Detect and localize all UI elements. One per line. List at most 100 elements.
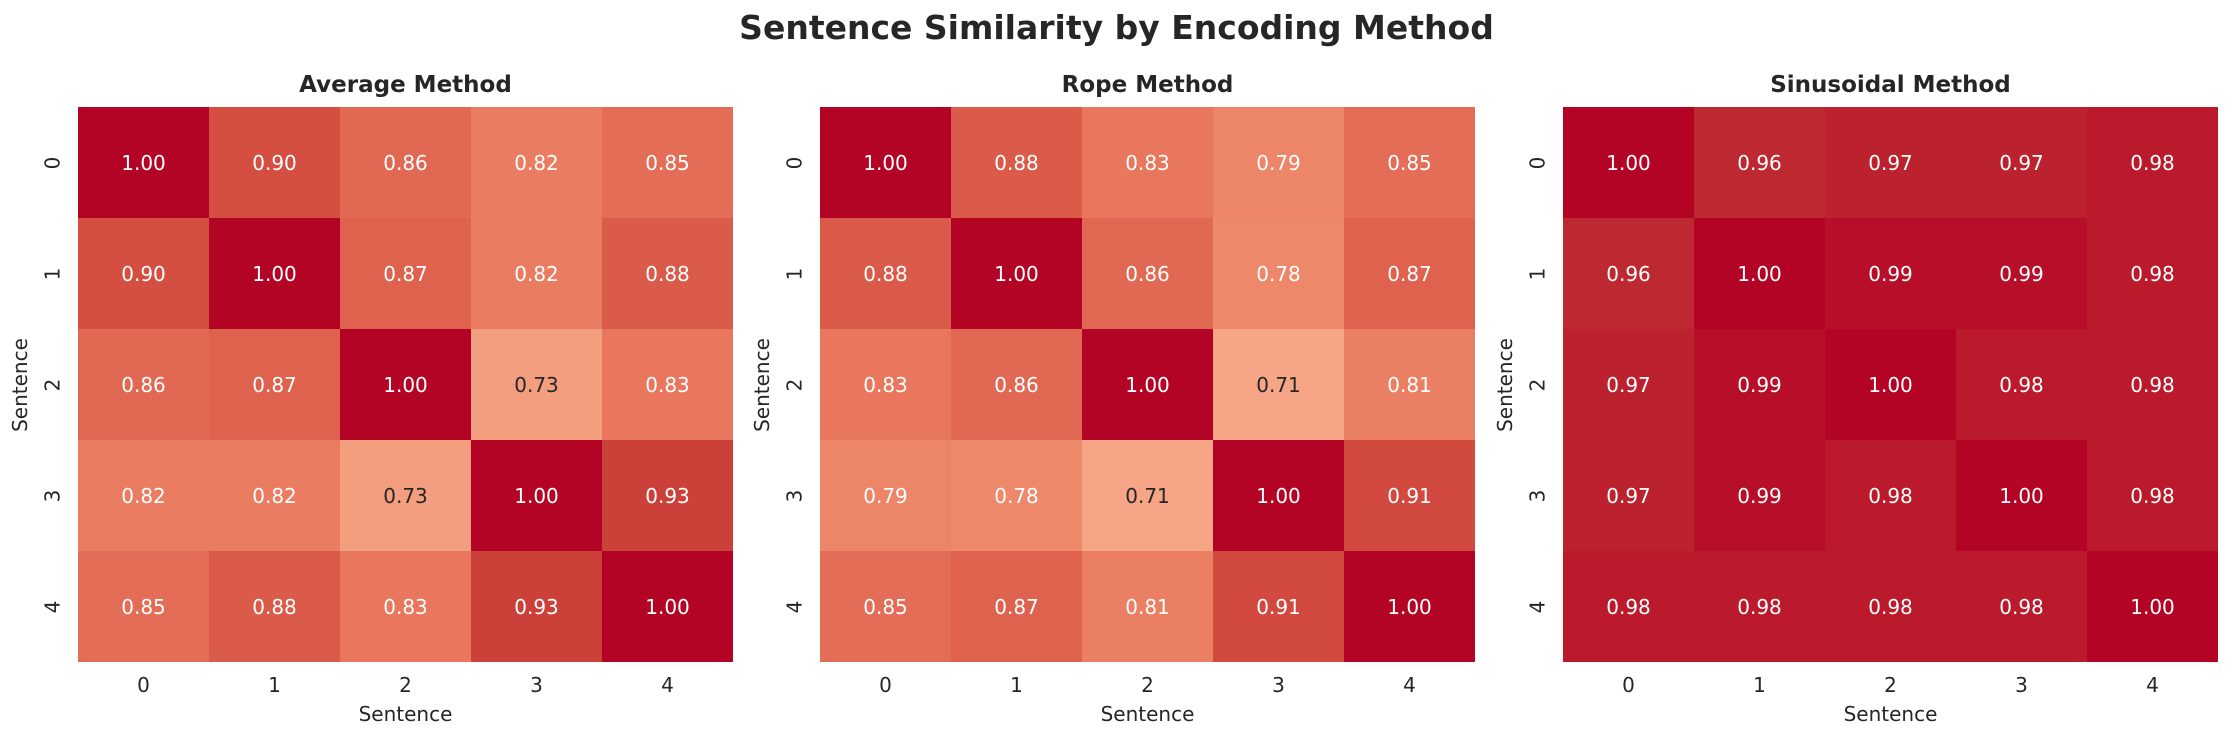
y-tick-label: 4	[1525, 551, 1549, 662]
y-tick-label: 4	[781, 551, 806, 662]
subplot-title: Average Method	[299, 72, 512, 98]
heatmap-cell: 1.00	[2087, 551, 2218, 662]
heatmap-grid: 1.00 0.88 0.83 0.79 0.85 0.88 1.00 0.86 0.78 0.87…	[820, 107, 1475, 662]
heatmap-cell: 0.88	[209, 551, 340, 662]
y-tick-text: 3	[781, 489, 806, 502]
y-tick-label: 3	[39, 440, 64, 551]
heatmap-cell: 0.98	[2087, 218, 2218, 329]
heatmap-cell: 0.99	[1956, 218, 2087, 329]
y-tick-label: 1	[781, 218, 806, 329]
heatmap-cell: 1.00	[1082, 329, 1213, 440]
y-tick-text: 0	[39, 156, 64, 169]
heatmap-cell: 0.82	[78, 440, 209, 551]
y-axis-label-text: Sentence	[1493, 337, 1517, 432]
x-tick-label: 3	[1272, 673, 1285, 697]
subplot-title: Rope Method	[1061, 72, 1234, 98]
heatmap-cell: 0.87	[340, 218, 471, 329]
y-tick-text: 2	[781, 378, 806, 391]
heatmap-cell: 1.00	[471, 440, 602, 551]
heatmap-grid: 1.00 0.90 0.86 0.82 0.85 0.90 1.00 0.87 0.82 0.88…	[78, 107, 733, 662]
heatmap-cell: 0.71	[1213, 329, 1344, 440]
y-tick-text: 0	[781, 156, 806, 169]
x-axis-label: Sentence	[358, 702, 453, 726]
heatmap-panel: Sinusoidal Method 1.00 0.96 0.97 0.97 0.98 0.9…	[1493, 0, 2218, 740]
heatmap-cell: 0.88	[602, 218, 733, 329]
heatmap-cell: 0.96	[1563, 218, 1694, 329]
y-tick-text: 1	[781, 267, 806, 280]
heatmap-cell: 0.86	[951, 329, 1082, 440]
x-tick-label: 1	[1753, 673, 1766, 697]
heatmap-cell: 0.90	[78, 218, 209, 329]
y-tick-text: 1	[39, 267, 64, 280]
heatmap-cell: 0.98	[2087, 329, 2218, 440]
heatmap-cell: 0.73	[340, 440, 471, 551]
heatmap-cell: 1.00	[1213, 440, 1344, 551]
x-tick-label: 2	[399, 673, 412, 697]
y-tick-text: 1	[1524, 267, 1549, 280]
heatmap-cell: 0.78	[1213, 218, 1344, 329]
y-tick-text: 2	[1524, 378, 1549, 391]
y-tick-text: 3	[1524, 489, 1549, 502]
y-tick-label: 2	[1524, 329, 1549, 440]
heatmap-cell: 0.86	[78, 329, 209, 440]
heatmap-cell: 0.86	[1082, 218, 1213, 329]
heatmap-cell: 1.00	[78, 107, 209, 218]
heatmap-cell: 1.00	[1825, 329, 1956, 440]
heatmap-cell: 0.85	[1344, 107, 1475, 218]
heatmap-cell: 1.00	[1563, 107, 1694, 218]
heatmap-cell: 0.93	[602, 440, 733, 551]
heatmap-cell: 0.79	[1213, 107, 1344, 218]
y-tick-label: 3	[781, 440, 806, 551]
heatmap-cell: 0.99	[1694, 440, 1825, 551]
heatmap-cell: 0.97	[1563, 329, 1694, 440]
heatmap-panel: Average Method 1.00 0.90 0.86 0.82 0.85 0.90 1.…	[8, 0, 733, 740]
x-tick-label: 4	[2146, 673, 2159, 697]
heatmap-cell: 0.93	[471, 551, 602, 662]
y-tick-text: 2	[39, 378, 64, 391]
y-tick-label: 0	[39, 107, 64, 218]
heatmap-cell: 0.97	[1825, 107, 1956, 218]
heatmap-cell: 1.00	[951, 218, 1082, 329]
heatmap-cell: 0.99	[1825, 218, 1956, 329]
heatmap-cell: 0.96	[1694, 107, 1825, 218]
heatmap-cell: 0.98	[1694, 551, 1825, 662]
y-axis-label-text: Sentence	[8, 337, 32, 432]
y-tick-text: 3	[39, 489, 64, 502]
heatmap-cell: 0.78	[951, 440, 1082, 551]
y-tick-label: 1	[39, 218, 64, 329]
heatmap-cell: 0.98	[1956, 329, 2087, 440]
x-tick-label: 0	[1622, 673, 1635, 697]
heatmap-cell: 0.83	[1082, 107, 1213, 218]
heatmap-panel: Rope Method 1.00 0.88 0.83 0.79 0.85 0.88 1.00 0…	[750, 0, 1475, 740]
heatmap-cell: 0.97	[1956, 107, 2087, 218]
y-tick-text: 4	[781, 600, 806, 613]
heatmap-cell: 0.83	[340, 551, 471, 662]
y-axis-label: Sentence	[0, 107, 40, 662]
heatmap-cell: 1.00	[602, 551, 733, 662]
heatmap-cell: 1.00	[209, 218, 340, 329]
heatmap-cell: 0.81	[1344, 329, 1475, 440]
heatmap-cell: 0.98	[2087, 107, 2218, 218]
heatmap-cell: 0.85	[602, 107, 733, 218]
y-axis-label: Sentence	[742, 107, 782, 662]
y-tick-label: 2	[781, 329, 806, 440]
heatmap-cell: 0.81	[1082, 551, 1213, 662]
heatmap-cell: 0.91	[1213, 551, 1344, 662]
x-tick-label: 2	[1884, 673, 1897, 697]
heatmap-cell: 0.71	[1082, 440, 1213, 551]
y-tick-label: 1	[1524, 218, 1549, 329]
heatmap-cell: 0.85	[78, 551, 209, 662]
x-tick-label: 1	[268, 673, 281, 697]
y-tick-label: 0	[1525, 107, 1549, 218]
y-tick-label: 3	[1524, 440, 1549, 551]
heatmap-cell: 0.82	[471, 107, 602, 218]
heatmap-cell: 0.82	[471, 218, 602, 329]
heatmap-grid: 1.00 0.96 0.97 0.97 0.98 0.96 1.00 0.99 0.99 0.98…	[1563, 107, 2218, 662]
heatmap-cell: 0.88	[951, 107, 1082, 218]
heatmap-cell: 1.00	[340, 329, 471, 440]
heatmap-cell: 0.82	[209, 440, 340, 551]
heatmap-cell: 0.98	[2087, 440, 2218, 551]
heatmap-cell: 0.98	[1825, 551, 1956, 662]
heatmap-cell: 0.73	[471, 329, 602, 440]
figure-title: Sentence Similarity by Encoding Method	[739, 8, 1494, 47]
